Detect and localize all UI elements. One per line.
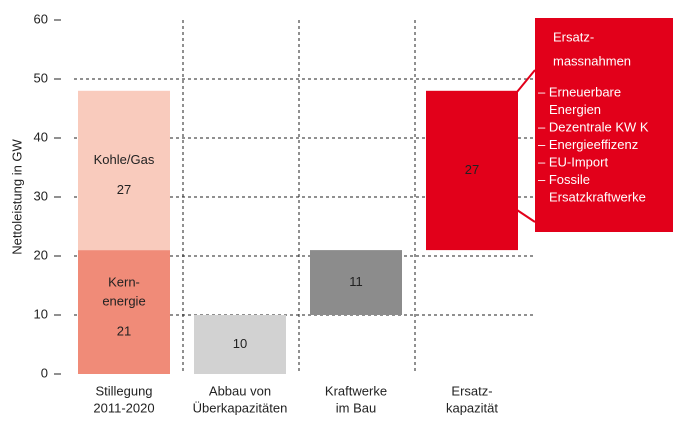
x-tick-label: Überkapazitäten xyxy=(193,400,288,415)
bar xyxy=(194,315,286,374)
x-tick-label: 2011-2020 xyxy=(93,400,154,415)
callout-item: – EU-Import xyxy=(538,154,608,169)
segment-label: Kern- xyxy=(108,274,140,289)
bar-segment xyxy=(78,250,170,374)
callout-item: – Energieeffizenz xyxy=(538,137,638,152)
callout-item: Ersatzkraftwerke xyxy=(549,189,646,204)
value-label: 27 xyxy=(465,162,479,177)
value-label: 27 xyxy=(117,182,131,197)
callout-title: massnahmen xyxy=(553,53,631,68)
x-tick-label: Stillegung xyxy=(95,383,152,398)
value-label: 11 xyxy=(349,274,363,289)
y-tick-label: 0 xyxy=(41,365,48,380)
x-tick-label: Abbau von xyxy=(209,383,271,398)
x-tick-label: Ersatz- xyxy=(451,383,492,398)
value-label: 21 xyxy=(117,323,131,338)
value-label: 10 xyxy=(233,336,247,351)
segment-label: Kohle/Gas xyxy=(94,152,155,167)
segment-label: energie xyxy=(102,293,145,308)
callout-item: – Fossile xyxy=(538,172,590,187)
x-tick-label: im Bau xyxy=(336,400,376,415)
y-tick-label: 10 xyxy=(34,306,48,321)
bar xyxy=(310,250,402,315)
y-axis-label: Nettoleistung in GW xyxy=(9,138,24,254)
y-tick-label: 50 xyxy=(34,70,48,85)
x-tick-label: kapazität xyxy=(446,400,498,415)
callout-connector xyxy=(516,69,536,93)
callout-connector xyxy=(516,209,536,223)
y-tick-label: 20 xyxy=(34,247,48,262)
y-tick-label: 40 xyxy=(34,129,48,144)
y-tick-label: 60 xyxy=(34,11,48,26)
callout-title: Ersatz- xyxy=(553,29,594,44)
callout-item: Energien xyxy=(549,102,601,117)
callout-item: – Dezentrale KW K xyxy=(538,119,649,134)
callout-box xyxy=(535,18,673,232)
bar xyxy=(426,90,518,251)
bar-segment xyxy=(78,90,170,251)
callout-item: – Erneuerbare xyxy=(538,84,621,99)
y-tick-label: 30 xyxy=(34,188,48,203)
x-tick-label: Kraftwerke xyxy=(325,383,387,398)
